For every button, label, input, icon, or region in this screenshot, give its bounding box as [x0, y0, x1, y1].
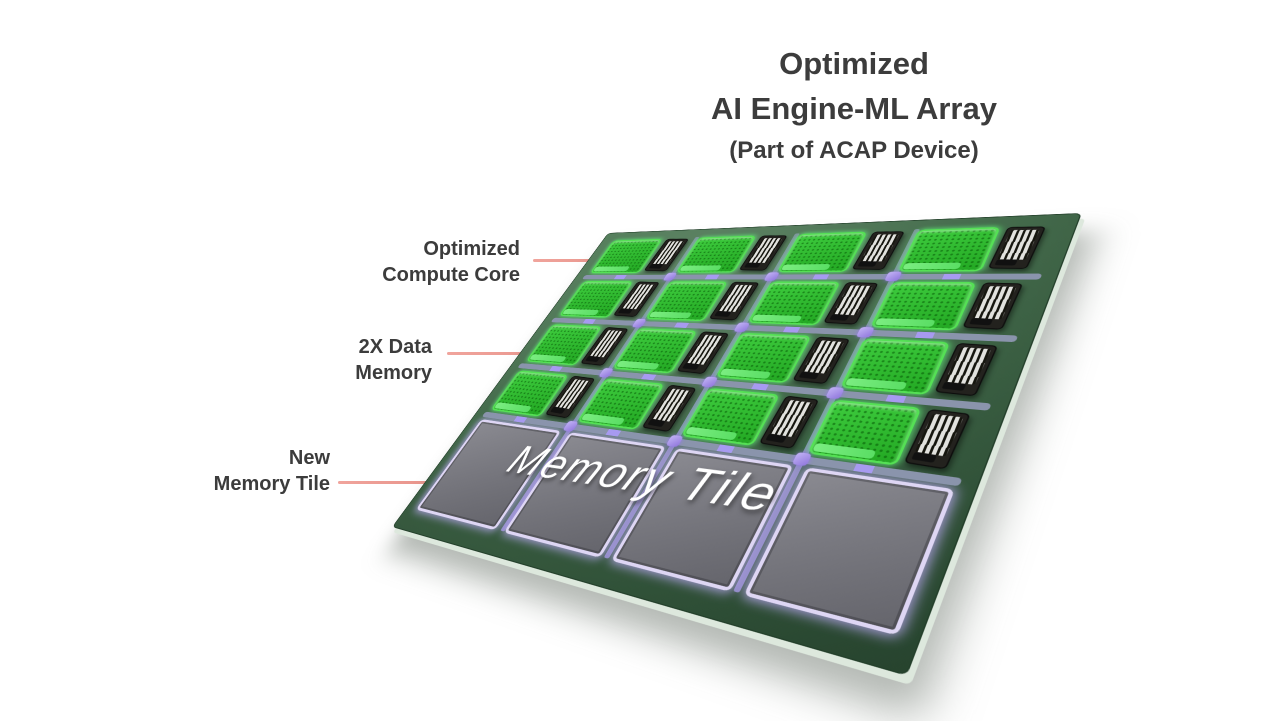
- callout-data-memory-line2: Memory: [355, 362, 432, 384]
- memory-cap: [829, 314, 850, 321]
- memory-stripes: [769, 399, 813, 438]
- callout-new-memory-tile-line2: Memory Tile: [213, 473, 330, 495]
- callout-compute-core: Optimized Compute Core: [382, 236, 520, 288]
- memory-cap: [994, 259, 1018, 266]
- memory-cap: [617, 308, 634, 314]
- memory-cap: [798, 371, 820, 380]
- callout-line-new-memory-tile: [338, 481, 462, 484]
- interconnect-node: [700, 376, 719, 388]
- memory-cap: [550, 406, 566, 414]
- memory-cap: [765, 433, 787, 443]
- interconnect-node: [665, 434, 684, 448]
- callout-new-memory-tile-line1: New: [288, 447, 330, 469]
- memory-cap: [682, 362, 700, 370]
- compute-core: [870, 281, 977, 331]
- memory-stripes: [997, 229, 1040, 260]
- memory-stripes: [914, 413, 964, 457]
- memory-cap: [648, 263, 664, 269]
- aie-tile-grid-row: [586, 222, 1059, 275]
- aie-tile: [893, 222, 1059, 274]
- memory-cap: [941, 381, 967, 391]
- memory-stripes: [802, 340, 844, 374]
- interconnect-node: [791, 452, 813, 467]
- memory-cap: [714, 310, 732, 317]
- interconnect-horizontal: [582, 271, 1043, 282]
- interconnect-node: [562, 420, 579, 432]
- compute-core: [840, 338, 951, 395]
- compute-core: [897, 226, 1001, 272]
- memory-stripes: [972, 285, 1017, 320]
- callout-data-memory-line1: 2X Data: [358, 336, 432, 358]
- memory-cap: [969, 317, 994, 326]
- diagram-title: Optimized AI Engine-ML Array (Part of AC…: [628, 41, 1080, 171]
- callout-compute-core-line2: Compute Core: [382, 264, 520, 286]
- callout-data-memory: 2X Data Memory: [355, 334, 432, 386]
- memory-cap: [743, 262, 762, 268]
- title-line-1: Optimized: [779, 46, 929, 81]
- interconnect-node: [598, 367, 614, 378]
- memory-stripes: [832, 285, 873, 316]
- compute-core: [807, 399, 922, 466]
- title-line-3: (Part of ACAP Device): [729, 137, 979, 164]
- memory-stripes: [944, 346, 992, 385]
- memory-cap: [647, 418, 666, 428]
- memory-cap: [585, 355, 601, 363]
- callout-compute-core-line1: Optimized: [423, 238, 520, 260]
- interconnect-node: [733, 322, 751, 333]
- aie-tile: [865, 279, 1037, 335]
- memory-stripes: [860, 234, 900, 262]
- interconnect-node: [631, 318, 647, 328]
- memory-cap: [857, 261, 878, 267]
- callout-new-memory-tile: New Memory Tile: [214, 445, 330, 497]
- title-line-2: AI Engine-ML Array: [711, 91, 997, 126]
- interconnect-node: [825, 386, 845, 400]
